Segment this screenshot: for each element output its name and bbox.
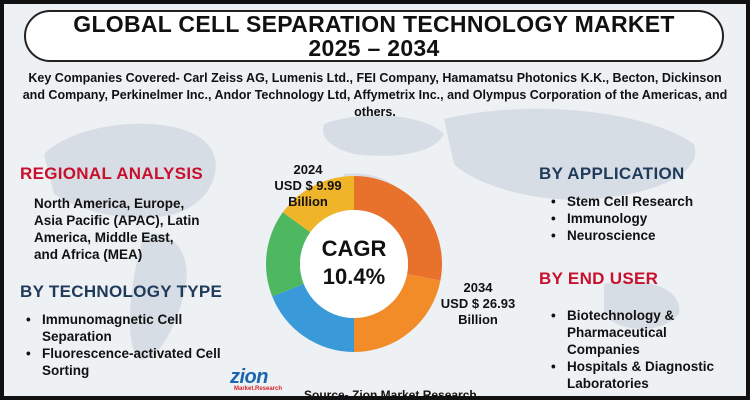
end-year-annotation: 2034 USD $ 26.93 Billion	[422, 280, 534, 328]
end-user-list: Biotechnology & Pharmaceutical Companies…	[549, 307, 744, 392]
technology-list: Immunomagnetic Cell Separation Fluoresce…	[24, 311, 254, 379]
donut-segment	[354, 176, 442, 281]
title-banner: GLOBAL CELL SEPARATION TECHNOLOGY MARKET…	[24, 10, 724, 62]
start-year-annotation: 2024 USD $ 9.99 Billion	[256, 162, 360, 210]
start-value-unit: Billion	[288, 194, 328, 209]
donut-segment	[272, 283, 354, 352]
end-value: USD $ 26.93	[440, 296, 516, 311]
donut-segment	[266, 212, 311, 297]
technology-item-line: Sorting	[42, 363, 90, 378]
start-year: 2024	[293, 162, 323, 177]
end-value-unit: Billion	[458, 312, 498, 327]
application-item: Immunology	[549, 210, 739, 227]
end-user-item-line: Companies	[567, 342, 640, 357]
application-item: Stem Cell Research	[549, 193, 739, 210]
regional-line-3: America, Middle East,	[34, 230, 174, 245]
market-donut-chart: CAGR 10.4%	[266, 176, 442, 352]
technology-item-line: Fluorescence-activated Cell	[42, 346, 221, 361]
donut-segment	[354, 274, 441, 352]
regional-line-1: North America, Europe,	[34, 196, 185, 211]
regional-line-4: and Africa (MEA)	[34, 247, 143, 262]
source-credit: Source- Zion Market Research	[304, 388, 477, 400]
cagr-value: 10.4%	[323, 264, 385, 289]
title-line-2: 2025 – 2034	[308, 35, 440, 61]
donut-segment	[282, 176, 354, 233]
end-user-item: Biotechnology & Pharmaceutical Companies	[549, 307, 744, 358]
title-line-1: GLOBAL CELL SEPARATION TECHNOLOGY MARKET	[73, 11, 675, 37]
technology-item: Immunomagnetic Cell Separation	[24, 311, 254, 345]
regional-analysis-text: North America, Europe, Asia Pacific (APA…	[34, 195, 200, 263]
application-heading: BY APPLICATION	[539, 164, 685, 183]
key-companies-text: Key Companies Covered- Carl Zeiss AG, Lu…	[22, 71, 728, 119]
end-user-heading: BY END USER	[539, 269, 659, 288]
technology-item: Fluorescence-activated Cell Sorting	[24, 345, 254, 379]
application-list: Stem Cell Research Immunology Neuroscien…	[549, 193, 739, 244]
end-user-item: Hospitals & Diagnostic Laboratories	[549, 358, 744, 392]
end-user-item-line: Pharmaceutical	[567, 325, 667, 340]
end-user-item-line: Laboratories	[567, 376, 649, 391]
end-year: 2034	[463, 280, 493, 295]
application-item: Neuroscience	[549, 227, 739, 244]
donut-center-circle	[300, 210, 408, 318]
technology-heading: BY TECHNOLOGY TYPE	[20, 282, 223, 301]
zion-logo: zion Market.Research	[230, 366, 296, 394]
regional-line-2: Asia Pacific (APAC), Latin	[34, 213, 200, 228]
regional-analysis-heading: REGIONAL ANALYSIS	[20, 164, 204, 183]
logo-wordmark: zion	[230, 366, 269, 388]
technology-item-line: Immunomagnetic Cell	[42, 312, 183, 327]
start-value: USD $ 9.99	[274, 178, 342, 193]
technology-item-line: Separation	[42, 329, 112, 344]
logo-subtext: Market.Research	[234, 386, 283, 392]
cagr-label: CAGR	[322, 236, 387, 261]
end-user-item-line: Biotechnology &	[567, 308, 675, 323]
end-user-item-line: Hospitals & Diagnostic	[567, 359, 715, 374]
